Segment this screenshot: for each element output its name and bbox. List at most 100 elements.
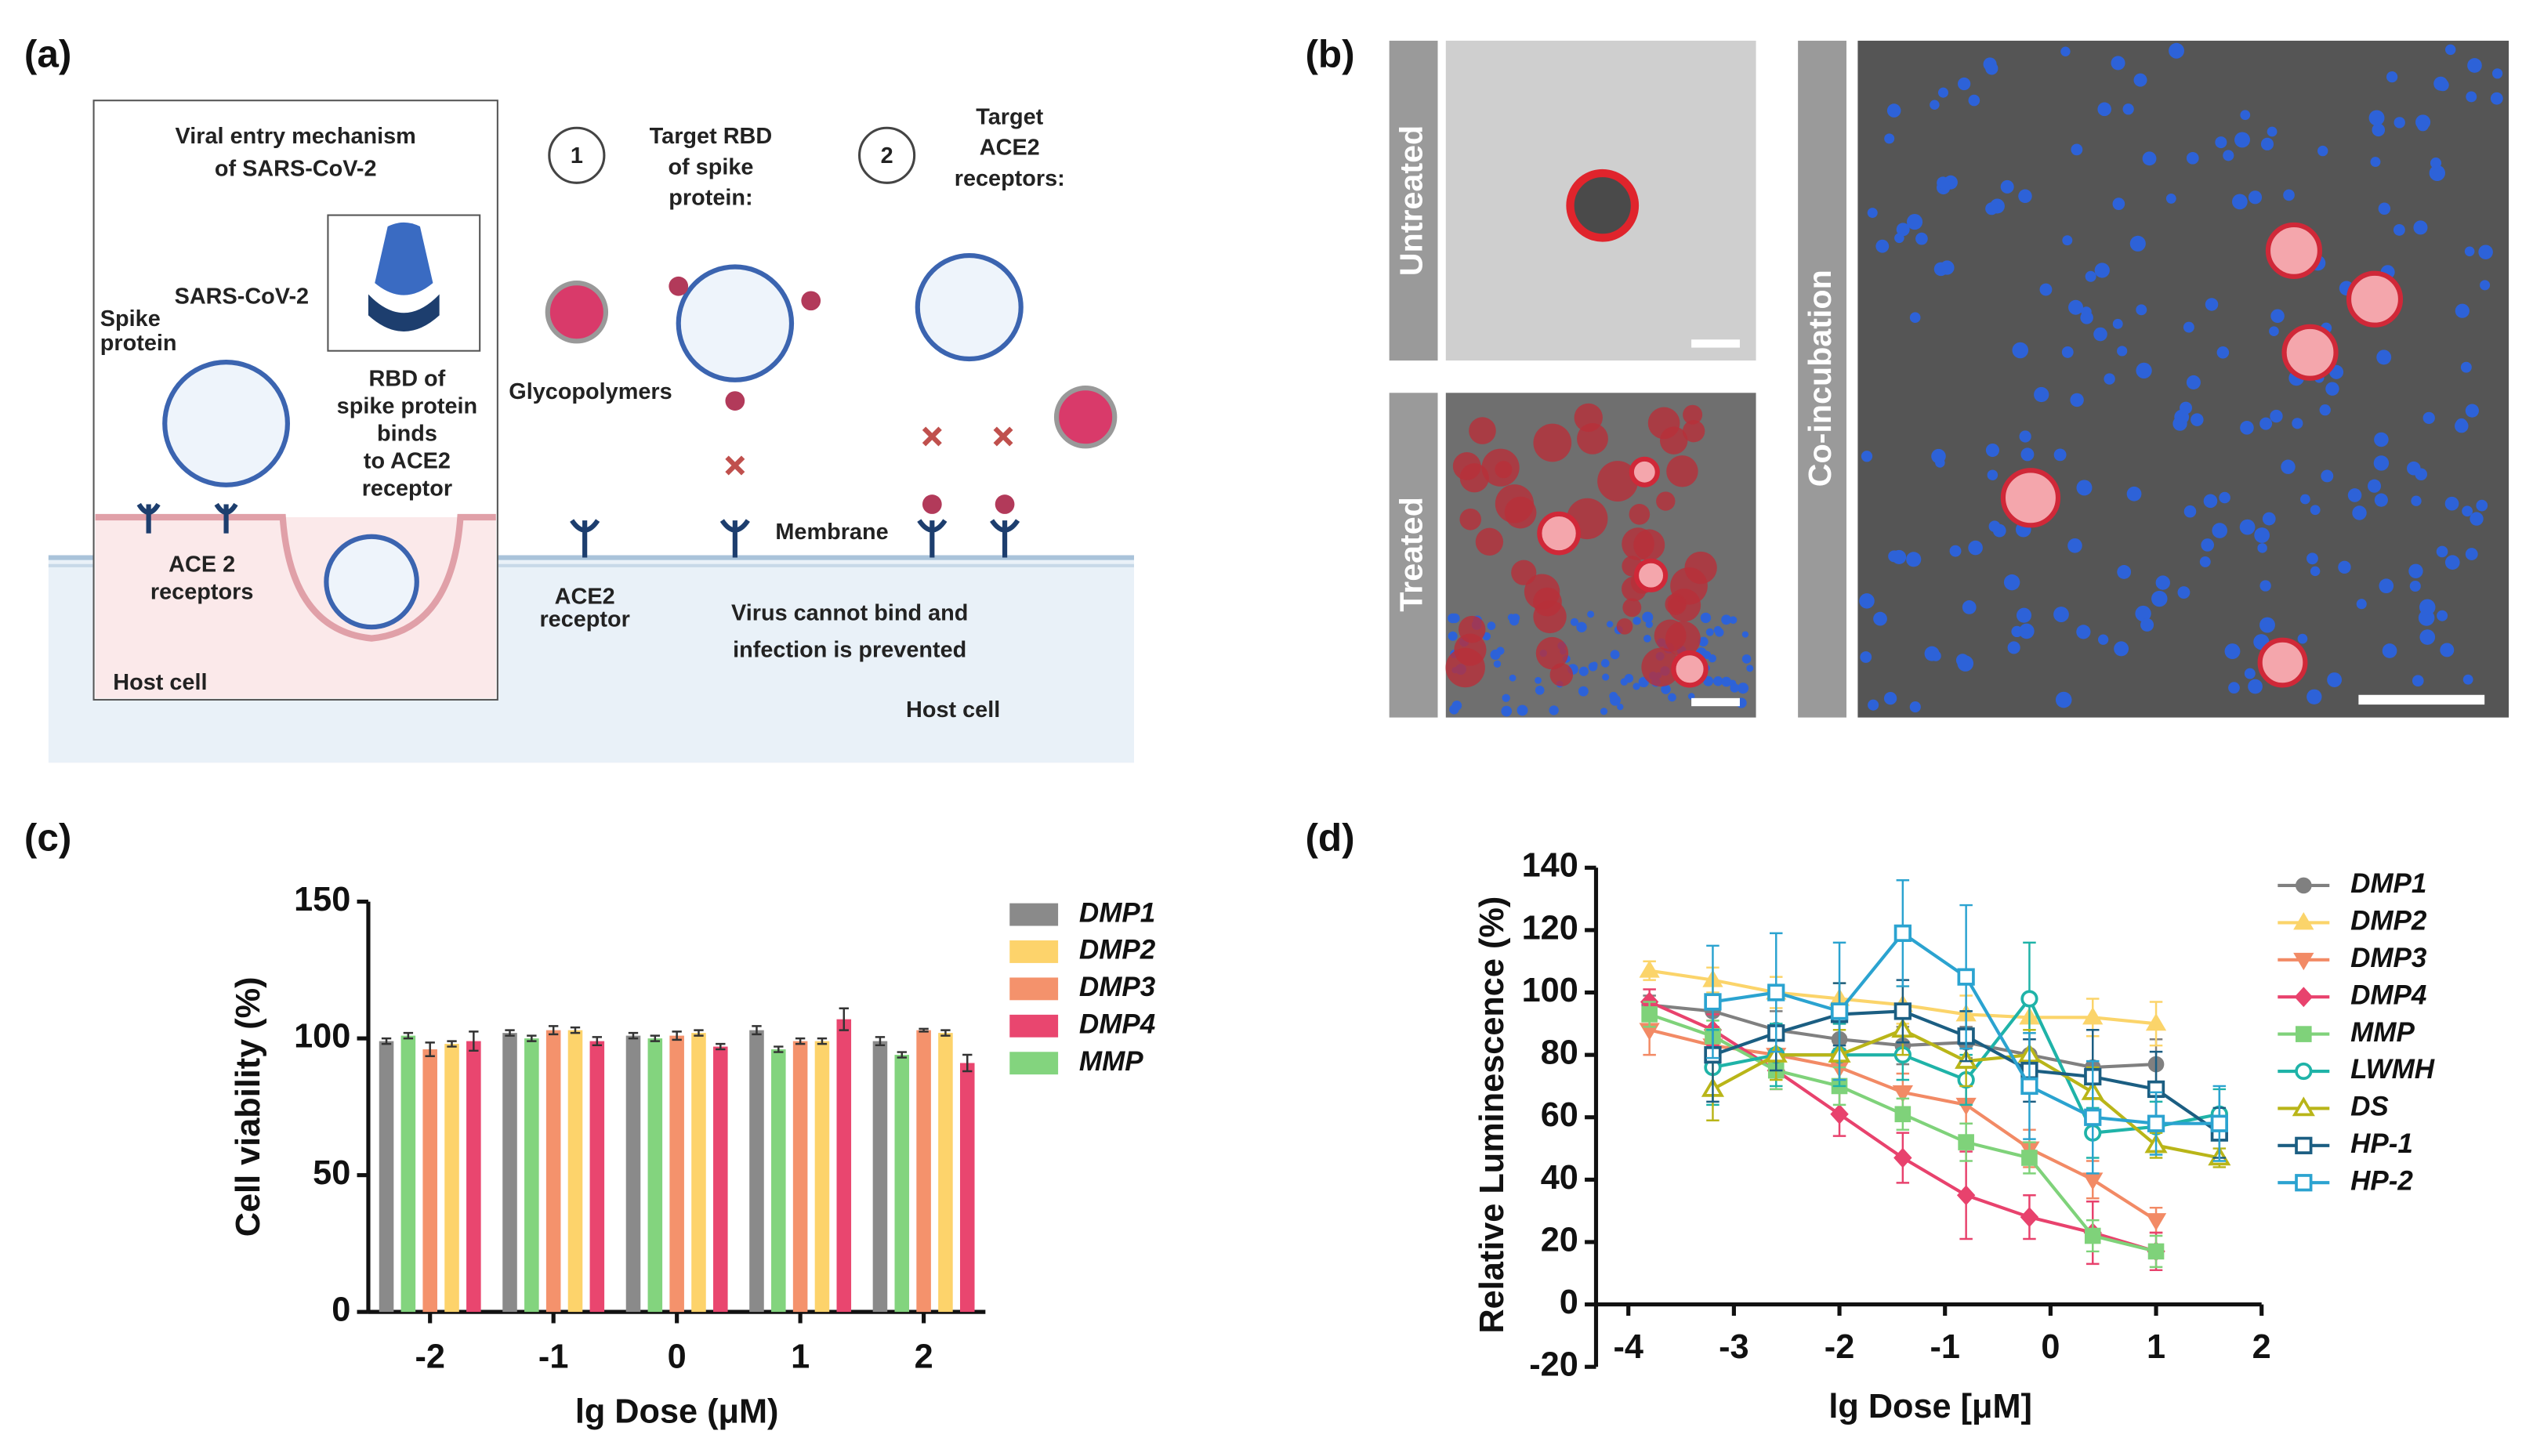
blue-particle <box>1501 705 1513 717</box>
blue-particle <box>1502 694 1510 702</box>
legend-label: DMP1 <box>1079 897 1155 928</box>
blue-particle <box>2203 494 2218 509</box>
blue-particle <box>2270 409 2283 423</box>
blue-particle <box>1517 704 1528 716</box>
blue-particle <box>1578 686 1589 697</box>
blue-particle <box>2067 538 2082 553</box>
blue-particle <box>1600 659 1610 668</box>
blue-particle <box>2372 123 2386 137</box>
virus-particle <box>1566 168 1640 242</box>
virus-particle <box>2257 637 2308 688</box>
x-tick-label: 1 <box>2147 1328 2165 1366</box>
blue-particle <box>1937 87 1948 98</box>
step-text: ACE2 <box>980 136 1040 161</box>
red-aggregate <box>1597 461 1639 502</box>
red-aggregate <box>1666 455 1698 487</box>
host-cell-label: Host cell <box>906 697 1000 723</box>
marker <box>2084 1227 2101 1244</box>
blue-particle <box>2460 361 2472 373</box>
blue-particle <box>2240 110 2251 121</box>
blue-particle <box>1957 655 1974 672</box>
blue-particle <box>2259 617 2275 633</box>
marker <box>2082 1172 2104 1190</box>
blue-particle <box>2248 679 2263 694</box>
glycopolymer-dot <box>725 391 745 411</box>
micrograph-label: Treated <box>1393 497 1429 612</box>
blue-particle <box>2464 246 2475 257</box>
blue-particle <box>2085 270 2096 282</box>
error-bar <box>817 1037 828 1045</box>
red-aggregate <box>1641 647 1680 687</box>
blue-particle <box>2219 491 2230 504</box>
blue-particle <box>1490 649 1501 661</box>
blue-particle <box>2409 580 2421 592</box>
blue-particle <box>2281 459 2296 474</box>
blue-particle <box>2408 563 2423 578</box>
legend-marker <box>2294 987 2314 1008</box>
blue-particle <box>1949 545 1962 557</box>
blue-particle <box>1687 693 1695 700</box>
scale-bar <box>1691 339 1740 348</box>
panel-label: (c) <box>24 816 71 859</box>
blue-particle <box>2136 362 2152 378</box>
blue-particle <box>2135 605 2151 622</box>
blue-particle <box>2462 505 2473 517</box>
blue-particle <box>2177 586 2191 599</box>
x-tick-label: -4 <box>1613 1328 1643 1366</box>
error-bar <box>447 1040 457 1048</box>
blue-particle <box>1578 666 1589 676</box>
y-tick-label: 0 <box>332 1291 350 1329</box>
blue-particle <box>1606 621 1614 628</box>
virus-particle <box>1629 456 1660 487</box>
blue-particle <box>1909 312 1921 324</box>
blue-particle <box>1875 239 1890 253</box>
virus-particle <box>1537 511 1581 556</box>
rbd-text: receptor <box>362 476 452 502</box>
blue-particle <box>1924 646 1940 661</box>
blue-particle <box>1610 650 1620 660</box>
bar <box>916 1030 931 1313</box>
blue-particle <box>2111 56 2125 71</box>
x-tick-label: 0 <box>2041 1328 2060 1366</box>
blue-particle <box>1602 673 1610 681</box>
virus-particle <box>2265 222 2323 279</box>
glycopolymer <box>545 281 609 344</box>
marker <box>1893 924 1912 943</box>
blue-particle <box>1535 685 1545 695</box>
legend-marker <box>2295 1136 2313 1154</box>
blue-particle <box>1668 693 1676 702</box>
ace2-label: receptors <box>150 580 253 605</box>
legend-label: MMP <box>1079 1046 1143 1077</box>
blue-particle <box>1937 176 1950 190</box>
blue-particle <box>1930 100 1940 110</box>
bar <box>466 1041 481 1313</box>
blue-particle <box>1511 614 1520 623</box>
blue-particle <box>2114 641 2129 657</box>
blue-particle <box>2126 486 2142 502</box>
glycopolymer-dot <box>995 494 1015 514</box>
blue-particle <box>2413 220 2428 235</box>
virus-particle <box>1633 558 1669 592</box>
blue-particle <box>2378 202 2391 216</box>
red-aggregate <box>1616 618 1633 635</box>
rbd-text: to ACE2 <box>364 449 451 474</box>
step-number: 1 <box>571 143 583 168</box>
legend-marker <box>2295 1026 2312 1042</box>
blue-particle <box>2012 342 2029 359</box>
blue-particle <box>2307 552 2318 565</box>
blue-particle <box>1632 683 1640 690</box>
block-x <box>922 426 942 447</box>
x-tick-label: 2 <box>2252 1328 2271 1366</box>
blue-particle <box>1661 684 1671 694</box>
red-aggregate <box>1622 598 1642 618</box>
red-aggregate <box>1669 596 1686 613</box>
blue-particle <box>1859 593 1875 609</box>
error-bar <box>897 1051 907 1059</box>
blue-particle <box>2465 548 2478 560</box>
scale-bar <box>2358 694 2485 705</box>
blue-particle <box>2429 165 2445 182</box>
blue-particle <box>1909 701 1921 713</box>
blue-particle <box>1587 610 1595 618</box>
red-aggregate <box>1533 587 1562 617</box>
